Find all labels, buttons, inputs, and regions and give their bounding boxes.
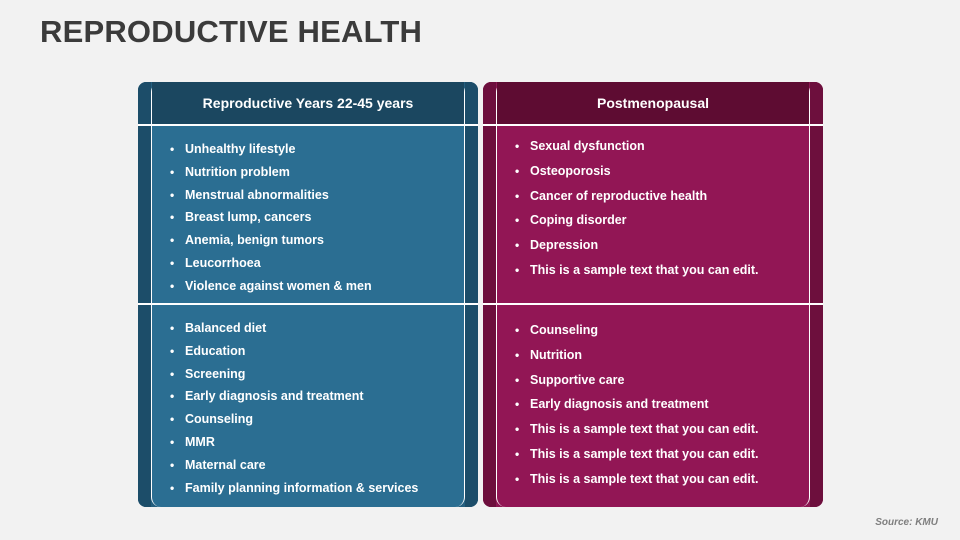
list-item: This is a sample text that you can edit. (497, 417, 809, 442)
postmenopausal-header: Postmenopausal (497, 82, 809, 124)
list-item: Menstrual abnormalities (152, 184, 464, 207)
divider (483, 124, 823, 126)
list-item: Supportive care (497, 368, 809, 393)
divider (138, 124, 478, 126)
reproductive-years-problems-list: Unhealthy lifestyleNutrition problemMens… (152, 138, 464, 298)
list-item: Counseling (497, 318, 809, 343)
list-item: This is a sample text that you can edit. (497, 467, 809, 492)
list-item: MMR (152, 431, 464, 454)
postmenopausal-problems-list: Sexual dysfunctionOsteoporosisCancer of … (497, 134, 809, 283)
list-item: Coping disorder (497, 208, 809, 233)
postmenopausal-card: Postmenopausal Sexual dysfunctionOsteopo… (483, 82, 823, 507)
page-title: REPRODUCTIVE HEALTH (40, 14, 423, 49)
list-item: Maternal care (152, 454, 464, 477)
list-item: Education (152, 340, 464, 363)
list-item: Early diagnosis and treatment (497, 392, 809, 417)
source-note: Source: KMU (875, 517, 938, 528)
list-item: Balanced diet (152, 317, 464, 340)
postmenopausal-solutions-list: CounselingNutritionSupportive careEarly … (497, 318, 809, 492)
reproductive-years-solutions-list: Balanced dietEducationScreeningEarly dia… (152, 317, 464, 499)
list-item: Nutrition (497, 343, 809, 368)
list-item: Anemia, benign tumors (152, 229, 464, 252)
postmenopausal-panel: Postmenopausal Sexual dysfunctionOsteopo… (483, 82, 823, 507)
list-item: Osteoporosis (497, 159, 809, 184)
list-item: This is a sample text that you can edit. (497, 258, 809, 283)
reproductive-years-card: Reproductive Years 22-45 years Unhealthy… (138, 82, 478, 507)
list-item: This is a sample text that you can edit. (497, 442, 809, 467)
list-item: Cancer of reproductive health (497, 184, 809, 209)
divider (138, 303, 478, 305)
list-item: Counseling (152, 408, 464, 431)
list-item: Early diagnosis and treatment (152, 385, 464, 408)
divider (483, 303, 823, 305)
list-item: Family planning information & services (152, 477, 464, 500)
list-item: Depression (497, 233, 809, 258)
list-item: Violence against women & men (152, 275, 464, 298)
list-item: Leucorrhoea (152, 252, 464, 275)
reproductive-years-header: Reproductive Years 22-45 years (152, 82, 464, 124)
list-item: Nutrition problem (152, 161, 464, 184)
reproductive-years-panel: Reproductive Years 22-45 years Unhealthy… (138, 82, 478, 507)
list-item: Screening (152, 363, 464, 386)
list-item: Unhealthy lifestyle (152, 138, 464, 161)
list-item: Sexual dysfunction (497, 134, 809, 159)
list-item: Breast lump, cancers (152, 206, 464, 229)
